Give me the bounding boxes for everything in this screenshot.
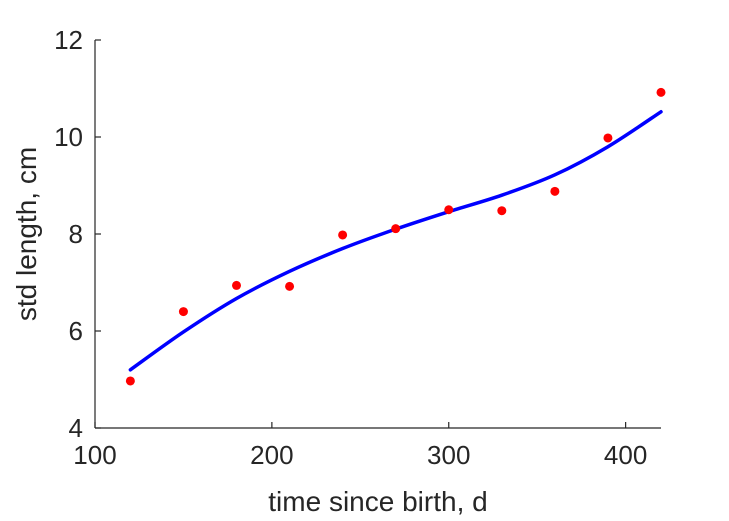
data-point-5 xyxy=(391,224,401,234)
series-points xyxy=(125,87,666,386)
data-point-4 xyxy=(338,230,348,240)
y-tick-label-2: 8 xyxy=(69,219,83,249)
data-point-8 xyxy=(550,186,560,196)
x-tick-label-2: 300 xyxy=(427,440,470,470)
data-point-2 xyxy=(232,280,241,290)
data-point-10 xyxy=(656,87,666,97)
series-line-fit xyxy=(128,110,663,372)
data-point-0 xyxy=(125,376,135,386)
y-tick-label-4: 12 xyxy=(54,25,83,55)
data-point-3 xyxy=(285,281,295,291)
data-point-7 xyxy=(497,206,507,216)
y-tick-label-1: 6 xyxy=(69,316,83,346)
x-axis-title: time since birth, d xyxy=(268,486,487,517)
x-tick-label-1: 200 xyxy=(250,440,293,470)
x-tick-label-0: 100 xyxy=(73,440,116,470)
data-point-9 xyxy=(603,133,613,143)
y-tick-label-3: 10 xyxy=(54,122,83,152)
y-axis-title: std length, cm xyxy=(11,147,42,321)
plot-area: 100 200 300 400 4 6 8 10 12 xyxy=(54,25,666,470)
data-point-6 xyxy=(444,205,454,215)
y-ticks: 4 6 8 10 12 xyxy=(54,25,101,443)
y-tick-label-0: 4 xyxy=(69,413,83,443)
x-tick-label-3: 400 xyxy=(604,440,647,470)
x-ticks: 100 200 300 400 xyxy=(73,422,647,470)
data-point-1 xyxy=(178,307,188,317)
